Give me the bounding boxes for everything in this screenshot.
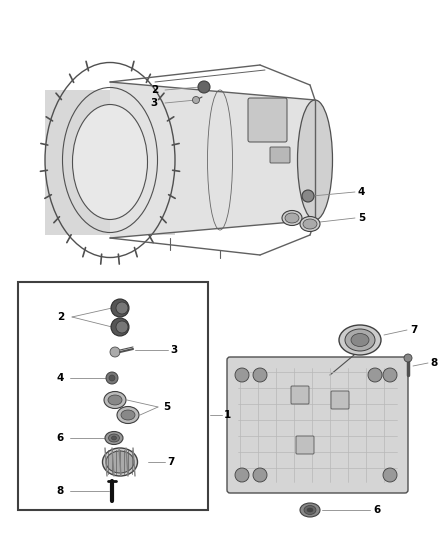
Circle shape bbox=[302, 190, 314, 202]
Text: 3: 3 bbox=[170, 345, 177, 355]
Text: 4: 4 bbox=[358, 187, 365, 197]
Ellipse shape bbox=[339, 325, 381, 355]
Ellipse shape bbox=[351, 334, 369, 346]
Text: 8: 8 bbox=[57, 486, 64, 496]
Ellipse shape bbox=[108, 395, 122, 405]
Polygon shape bbox=[45, 90, 175, 235]
Circle shape bbox=[235, 468, 249, 482]
Circle shape bbox=[192, 96, 199, 103]
Ellipse shape bbox=[112, 436, 117, 440]
Ellipse shape bbox=[121, 410, 135, 420]
Ellipse shape bbox=[303, 219, 317, 229]
Circle shape bbox=[253, 368, 267, 382]
Text: 2: 2 bbox=[57, 312, 64, 322]
FancyBboxPatch shape bbox=[270, 147, 290, 163]
Ellipse shape bbox=[106, 451, 134, 473]
Circle shape bbox=[116, 302, 128, 314]
Circle shape bbox=[111, 318, 129, 336]
Circle shape bbox=[109, 375, 115, 381]
FancyBboxPatch shape bbox=[248, 98, 287, 142]
Ellipse shape bbox=[282, 211, 302, 225]
Polygon shape bbox=[110, 82, 315, 238]
Circle shape bbox=[198, 81, 210, 93]
Ellipse shape bbox=[307, 508, 313, 512]
Ellipse shape bbox=[300, 216, 320, 231]
Circle shape bbox=[368, 368, 382, 382]
Ellipse shape bbox=[104, 392, 126, 408]
Text: 5: 5 bbox=[358, 213, 365, 223]
Ellipse shape bbox=[285, 213, 299, 223]
Circle shape bbox=[110, 347, 120, 357]
Circle shape bbox=[383, 468, 397, 482]
Text: 7: 7 bbox=[410, 325, 417, 335]
Text: 6: 6 bbox=[373, 505, 380, 515]
Circle shape bbox=[253, 468, 267, 482]
Text: 1: 1 bbox=[224, 410, 231, 420]
Text: 6: 6 bbox=[57, 433, 64, 443]
Text: 7: 7 bbox=[167, 457, 174, 467]
Ellipse shape bbox=[73, 104, 148, 220]
FancyBboxPatch shape bbox=[296, 436, 314, 454]
Text: 3: 3 bbox=[151, 98, 158, 108]
FancyBboxPatch shape bbox=[291, 386, 309, 404]
Ellipse shape bbox=[300, 503, 320, 517]
Circle shape bbox=[111, 299, 129, 317]
Circle shape bbox=[106, 372, 118, 384]
FancyBboxPatch shape bbox=[227, 357, 408, 493]
Ellipse shape bbox=[102, 448, 138, 476]
Ellipse shape bbox=[304, 505, 316, 514]
Ellipse shape bbox=[117, 407, 139, 424]
Circle shape bbox=[235, 368, 249, 382]
Ellipse shape bbox=[345, 329, 375, 351]
Text: 5: 5 bbox=[163, 402, 170, 412]
Text: 4: 4 bbox=[57, 373, 64, 383]
Ellipse shape bbox=[109, 434, 120, 442]
Ellipse shape bbox=[297, 100, 332, 220]
Text: 2: 2 bbox=[151, 85, 158, 95]
Circle shape bbox=[383, 368, 397, 382]
Ellipse shape bbox=[105, 432, 123, 445]
Circle shape bbox=[404, 354, 412, 362]
FancyBboxPatch shape bbox=[331, 391, 349, 409]
Text: 8: 8 bbox=[430, 358, 437, 368]
Bar bbox=[18, 282, 208, 510]
Circle shape bbox=[116, 321, 128, 333]
